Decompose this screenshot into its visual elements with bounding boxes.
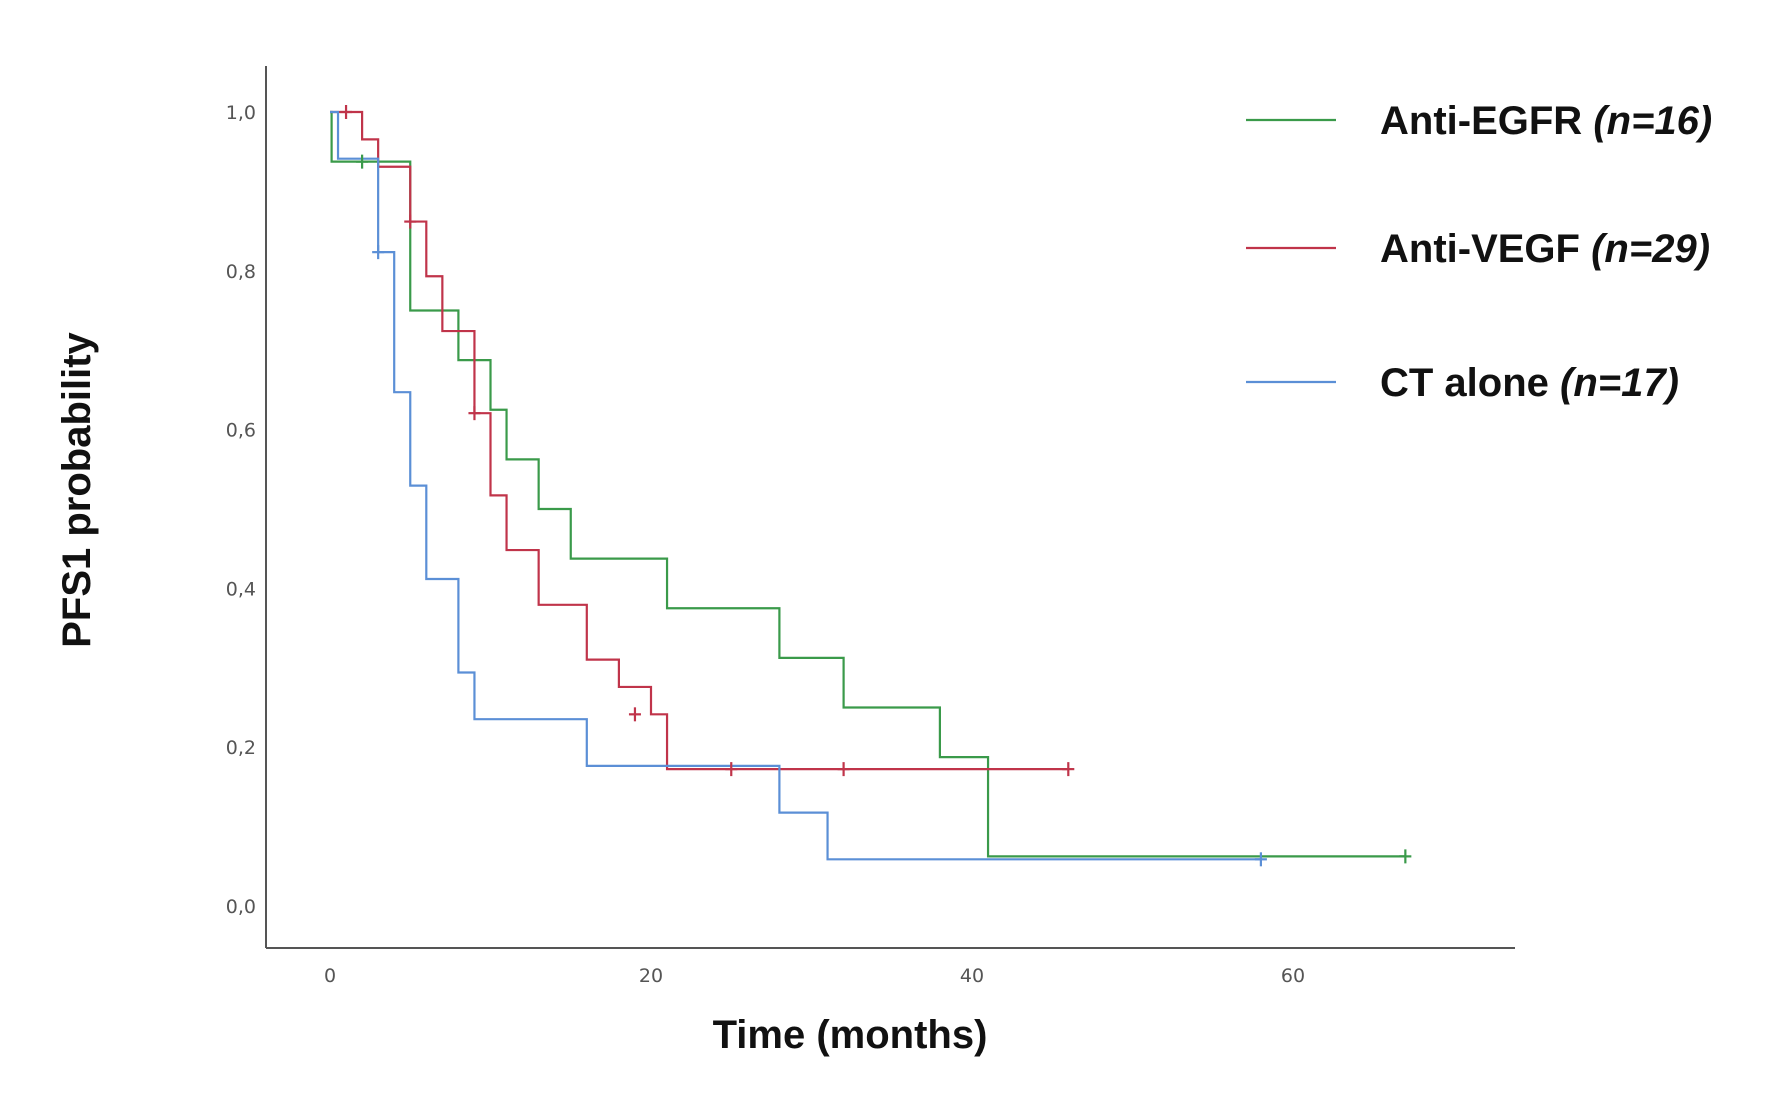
censor-mark xyxy=(340,105,353,119)
series-layer xyxy=(330,110,1406,861)
censor-mark xyxy=(837,762,850,777)
censor-mark xyxy=(628,707,641,722)
legend: Anti-EGFR (n=16) Anti-VEGF (n=29) CT alone… xyxy=(1246,99,1712,405)
y-tick-label: 0,8 xyxy=(226,261,256,283)
censor-mark xyxy=(1062,762,1075,777)
y-tick-label: 0,0 xyxy=(226,896,256,918)
censor-mark xyxy=(1254,852,1267,867)
x-tick-labels: 0 20 40 60 xyxy=(324,965,1305,987)
y-tick-label: 0,4 xyxy=(226,578,256,600)
legend-entry-ct-alone: CT alone (n=17) xyxy=(1246,361,1679,405)
y-tick-labels: 0,0 0,2 0,4 0,6 0,8 1,0 xyxy=(226,102,256,918)
axes xyxy=(265,66,1515,949)
censor-mark xyxy=(404,214,417,229)
legend-label: Anti-VEGF (n=29) xyxy=(1380,227,1710,271)
censor-mark xyxy=(1399,849,1412,864)
legend-label: CT alone (n=17) xyxy=(1380,361,1679,405)
series-line-anti-egfr xyxy=(330,110,1406,858)
x-tick-label: 60 xyxy=(1281,965,1305,987)
censor-mark xyxy=(372,245,385,260)
legend-entry-anti-vegf: Anti-VEGF (n=29) xyxy=(1246,227,1710,271)
censor-mark xyxy=(468,406,481,421)
x-axis-title: Time (months) xyxy=(713,1013,988,1057)
legend-label: Anti-EGFR (n=16) xyxy=(1380,99,1712,143)
x-tick-label: 20 xyxy=(639,965,663,987)
x-tick-label: 0 xyxy=(324,965,336,987)
legend-entry-anti-egfr: Anti-EGFR (n=16) xyxy=(1246,99,1712,143)
y-tick-label: 0,6 xyxy=(226,420,256,442)
censor-mark xyxy=(725,762,738,777)
series-line-ct-alone xyxy=(330,110,1261,861)
censor-marks xyxy=(340,105,1412,867)
x-tick-label: 40 xyxy=(960,965,984,987)
censor-mark xyxy=(356,154,369,169)
y-tick-label: 1,0 xyxy=(226,102,256,124)
series-line-anti-vegf xyxy=(330,110,1069,771)
y-tick-label: 0,2 xyxy=(226,737,256,759)
y-axis-title: PFS1 probability xyxy=(55,331,99,647)
